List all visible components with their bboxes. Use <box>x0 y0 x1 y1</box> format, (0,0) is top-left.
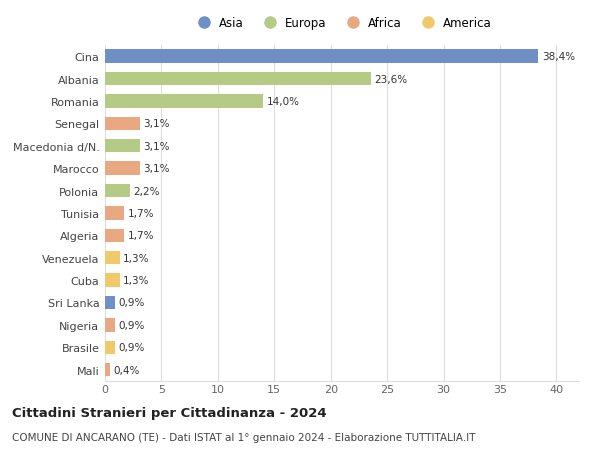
Legend: Asia, Europa, Africa, America: Asia, Europa, Africa, America <box>190 15 494 33</box>
Bar <box>105 140 140 153</box>
Bar <box>105 341 115 354</box>
Bar <box>105 73 371 86</box>
Bar <box>105 118 140 131</box>
Text: 0,4%: 0,4% <box>113 365 139 375</box>
Bar <box>105 296 115 309</box>
Bar <box>105 50 538 64</box>
Bar <box>105 95 263 108</box>
Bar <box>105 252 119 265</box>
Text: 23,6%: 23,6% <box>375 74 408 84</box>
Text: 38,4%: 38,4% <box>542 52 575 62</box>
Text: 1,7%: 1,7% <box>128 208 154 218</box>
Text: 0,9%: 0,9% <box>119 320 145 330</box>
Text: 1,3%: 1,3% <box>123 275 149 285</box>
Text: 2,2%: 2,2% <box>133 186 160 196</box>
Text: 1,3%: 1,3% <box>123 253 149 263</box>
Text: 0,9%: 0,9% <box>119 342 145 353</box>
Text: 3,1%: 3,1% <box>143 141 170 151</box>
Bar <box>105 162 140 175</box>
Text: Cittadini Stranieri per Cittadinanza - 2024: Cittadini Stranieri per Cittadinanza - 2… <box>12 406 326 419</box>
Text: 3,1%: 3,1% <box>143 119 170 129</box>
Bar <box>105 363 110 376</box>
Bar <box>105 319 115 332</box>
Bar <box>105 229 124 242</box>
Bar <box>105 207 124 220</box>
Text: 1,7%: 1,7% <box>128 231 154 241</box>
Bar <box>105 274 119 287</box>
Text: 0,9%: 0,9% <box>119 298 145 308</box>
Text: 3,1%: 3,1% <box>143 164 170 174</box>
Text: 14,0%: 14,0% <box>266 97 299 107</box>
Text: COMUNE DI ANCARANO (TE) - Dati ISTAT al 1° gennaio 2024 - Elaborazione TUTTITALI: COMUNE DI ANCARANO (TE) - Dati ISTAT al … <box>12 432 476 442</box>
Bar <box>105 185 130 198</box>
